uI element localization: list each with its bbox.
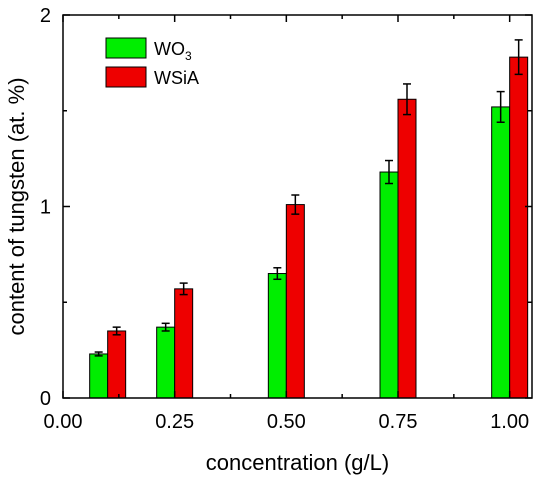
- legend: WO3 WSiA: [105, 37, 199, 88]
- bar-wo3-0: [89, 353, 109, 399]
- bar-wsia-1: [174, 288, 194, 399]
- legend-swatch-wo3: [105, 37, 147, 59]
- x-tick-label: 0.00: [44, 411, 83, 433]
- bar-wsia-2: [285, 204, 305, 399]
- legend-label-wo3-sub: 3: [185, 49, 192, 63]
- legend-swatch-wsia: [105, 66, 147, 88]
- y-tick-label: 1: [40, 197, 51, 219]
- axis-ticks: 0.00 0.25 0.50 0.75 1.00 0 1 2: [40, 5, 532, 433]
- legend-label-wsia: WSiA: [154, 68, 199, 88]
- legend-label-wo3-main: WO: [154, 39, 185, 59]
- x-tick-label: 0.25: [155, 411, 194, 433]
- y-axis-title: content of tungsten (at. %): [4, 77, 29, 335]
- bar-wsia-0: [107, 330, 127, 399]
- plot-marks: [89, 39, 529, 399]
- x-axis-title: concentration (g/L): [206, 450, 389, 475]
- x-tick-label: 0.75: [379, 411, 418, 433]
- bar-wsia-3: [397, 98, 417, 399]
- y-tick-label: 0: [40, 388, 51, 410]
- x-tick-label: 0.50: [267, 411, 306, 433]
- y-tick-label: 2: [40, 5, 51, 27]
- bar-wo3-2: [267, 273, 287, 399]
- bar-wsia-4: [509, 56, 529, 399]
- bar-wo3-1: [156, 326, 176, 399]
- bar-wo3-3: [379, 171, 399, 399]
- x-tick-label: 1.00: [490, 411, 529, 433]
- legend-label-wo3: WO3: [154, 39, 192, 63]
- bar-wo3-4: [491, 106, 511, 399]
